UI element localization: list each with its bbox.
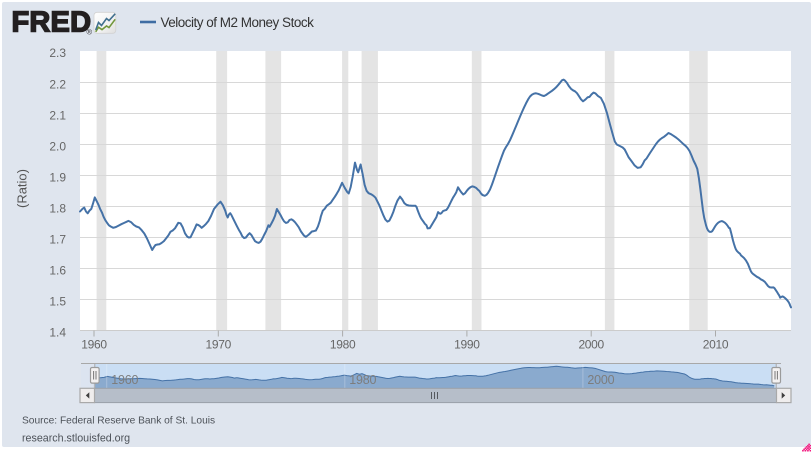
svg-text:®: ® bbox=[87, 28, 93, 37]
svg-text:(Ratio): (Ratio) bbox=[15, 169, 30, 208]
svg-text:1.7: 1.7 bbox=[49, 233, 66, 247]
svg-text:1.8: 1.8 bbox=[49, 202, 66, 216]
svg-text:1980: 1980 bbox=[330, 337, 356, 351]
svg-text:2000: 2000 bbox=[587, 373, 614, 387]
svg-text:FRED: FRED bbox=[12, 7, 92, 39]
svg-text:1.9: 1.9 bbox=[49, 170, 66, 184]
svg-text:2010: 2010 bbox=[703, 337, 729, 351]
svg-text:2.0: 2.0 bbox=[49, 139, 66, 153]
svg-text:1.4: 1.4 bbox=[49, 326, 66, 340]
svg-text:1970: 1970 bbox=[206, 337, 232, 351]
svg-text:1.5: 1.5 bbox=[49, 295, 66, 309]
svg-text:Source: Federal Reserve Bank o: Source: Federal Reserve Bank of St. Loui… bbox=[22, 416, 215, 427]
svg-text:1990: 1990 bbox=[454, 337, 480, 351]
svg-text:2.2: 2.2 bbox=[49, 77, 66, 91]
svg-text:Velocity of M2 Money Stock: Velocity of M2 Money Stock bbox=[161, 15, 315, 30]
svg-text:2.1: 2.1 bbox=[49, 108, 66, 122]
svg-text:2.3: 2.3 bbox=[49, 46, 66, 60]
svg-text:1960: 1960 bbox=[111, 373, 138, 387]
svg-text:research.stlouisfed.org: research.stlouisfed.org bbox=[22, 433, 130, 445]
svg-text:1980: 1980 bbox=[349, 373, 376, 387]
svg-text:1960: 1960 bbox=[81, 337, 107, 351]
svg-text:1.6: 1.6 bbox=[49, 264, 66, 278]
svg-text:2000: 2000 bbox=[578, 337, 604, 351]
